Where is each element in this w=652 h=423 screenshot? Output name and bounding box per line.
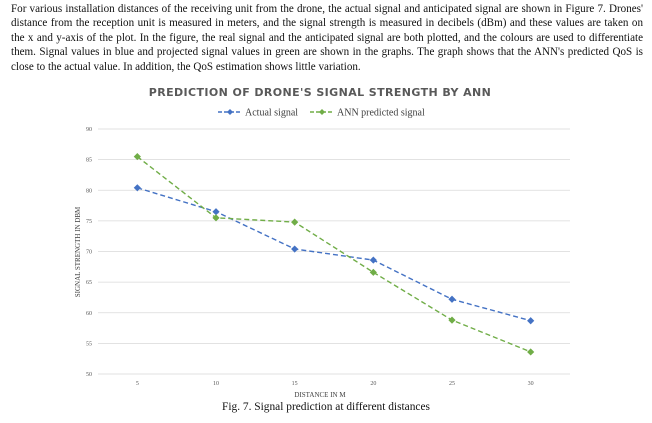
data-point — [369, 268, 377, 276]
y-tick-label: 55 — [86, 341, 92, 347]
x-tick-label: 30 — [528, 381, 534, 387]
y-tick-label: 80 — [86, 188, 92, 194]
body-paragraph: For various installation distances of th… — [11, 3, 643, 73]
legend-label: Actual signal — [245, 108, 298, 119]
chart-title: PREDICTION OF DRONE'S SIGNAL STRENGTH BY… — [149, 86, 492, 99]
y-tick-label: 85 — [86, 158, 92, 164]
x-tick-labels: 5 10 15 20 25 30 — [136, 381, 534, 387]
data-point — [212, 208, 220, 216]
series-line — [137, 187, 531, 322]
legend-marker — [319, 109, 325, 115]
data-point — [448, 316, 456, 324]
x-tick-label: 25 — [449, 381, 455, 387]
series-1 — [133, 184, 535, 325]
signal-prediction-chart: PREDICTION OF DRONE'S SIGNAL STRENGTH BY… — [74, 86, 570, 399]
y-tick-label: 90 — [86, 127, 92, 133]
data-point — [291, 218, 299, 226]
series-line — [136, 156, 531, 353]
y-tick-label: 70 — [86, 250, 92, 256]
y-tick-label: 50 — [86, 372, 92, 378]
data-point — [212, 214, 220, 222]
legend-label: ANN predicted signal — [337, 108, 425, 119]
x-tick-label: 20 — [370, 381, 376, 387]
data-point — [527, 348, 535, 356]
data-series — [133, 152, 535, 356]
x-axis-label: DISTANCE IN M — [294, 391, 346, 399]
y-axis-label: SIGNAL STRENGTH IN DBM — [74, 206, 82, 297]
x-tick-label: 10 — [213, 381, 219, 387]
x-tick-label: 5 — [136, 381, 139, 387]
y-tick-label: 75 — [86, 219, 92, 225]
data-point — [133, 184, 141, 192]
data-point — [291, 245, 299, 253]
y-tick-label: 65 — [86, 280, 92, 286]
legend: Actual signal ANN predicted signal — [218, 108, 425, 119]
data-point — [133, 152, 141, 161]
series-2 — [133, 152, 535, 356]
data-point — [448, 295, 456, 303]
y-tick-label: 60 — [86, 311, 92, 317]
data-point — [369, 256, 377, 264]
x-tick-label: 15 — [292, 381, 298, 387]
figure-caption: Fig. 7. Signal prediction at different d… — [222, 401, 430, 413]
y-tick-labels: 50 55 60 65 70 75 80 85 90 — [86, 127, 92, 378]
legend-marker — [227, 109, 233, 115]
gridlines — [98, 128, 570, 375]
data-point — [527, 317, 535, 325]
